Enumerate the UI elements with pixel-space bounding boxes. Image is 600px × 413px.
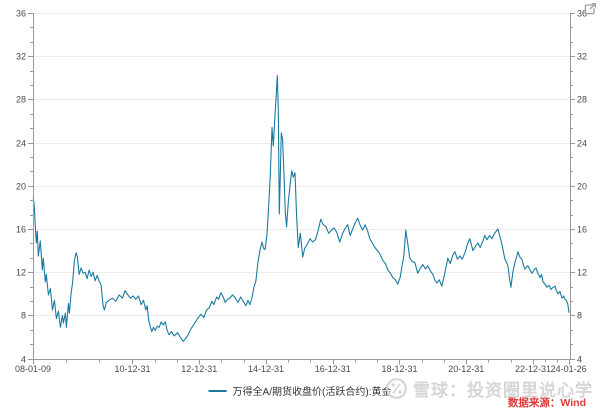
y-axis-label-right: 28 xyxy=(577,95,587,105)
y-axis-label-left: 16 xyxy=(16,225,26,235)
y-axis-label-right: 12 xyxy=(577,268,587,278)
legend-label: 万得全A/期货收盘价(活跃合约):黄金 xyxy=(232,387,392,398)
data-source-note: 数据来源：Wind xyxy=(507,397,586,409)
x-axis-label: 08-01-09 xyxy=(15,364,51,374)
chart-legend[interactable]: 万得全A/期货收盘价(活跃合约):黄金 xyxy=(208,383,392,398)
y-axis-label-left: 20 xyxy=(16,182,26,192)
y-axis-label-left: 24 xyxy=(16,139,26,149)
x-axis-label: 12-12-31 xyxy=(181,364,217,374)
y-axis-label-left: 32 xyxy=(16,52,26,62)
series-line-wind-all-a-to-gold-ratio xyxy=(32,75,570,342)
x-axis-label: 24-01-26 xyxy=(551,364,587,374)
y-axis-label-left: 28 xyxy=(16,95,26,105)
y-axis-label-left: 12 xyxy=(16,268,26,278)
x-axis-label: 22-12-31 xyxy=(515,364,551,374)
y-axis-label-right: 24 xyxy=(577,139,587,149)
x-axis-label: 14-12-31 xyxy=(248,364,284,374)
y-axis-label-right: 20 xyxy=(577,182,587,192)
legend-line-marker xyxy=(208,389,227,392)
y-axis-label-right: 36 xyxy=(577,9,587,19)
x-axis-label: 20-12-31 xyxy=(448,364,484,374)
x-axis-label: 18-12-31 xyxy=(381,364,417,374)
x-axis-label: 16-12-31 xyxy=(315,364,351,374)
external-link-icon[interactable] xyxy=(583,2,597,16)
y-axis-label-left: 36 xyxy=(16,9,26,19)
y-axis-label-right: 32 xyxy=(577,52,587,62)
y-axis-label-left: 8 xyxy=(21,311,26,321)
y-axis-label-right: 4 xyxy=(577,355,582,365)
y-axis-label-right: 8 xyxy=(577,311,582,321)
x-axis-label: 10-12-31 xyxy=(114,364,150,374)
y-axis-label-right: 16 xyxy=(577,225,587,235)
y-axis-label-left: 4 xyxy=(21,355,26,365)
